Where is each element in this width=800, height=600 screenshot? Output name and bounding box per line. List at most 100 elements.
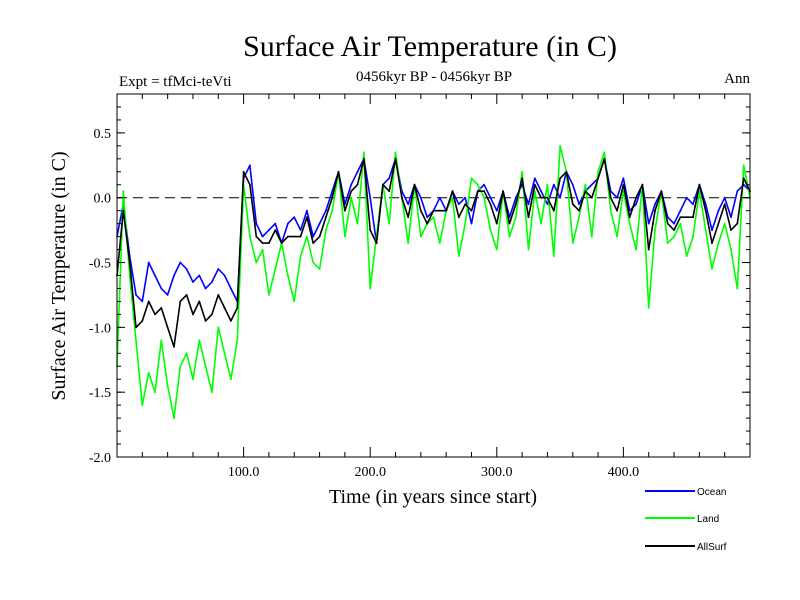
data-point-allsurf [312,242,315,245]
data-point-land [154,391,156,394]
data-point-allsurf [280,242,283,245]
data-point-land [147,371,150,374]
data-point-allsurf [559,177,561,180]
data-point-land [603,151,606,154]
data-point-ocean [198,274,201,277]
data-point-ocean [685,196,688,199]
data-point-land [578,216,580,219]
data-point-allsurf [692,216,694,219]
data-point-allsurf [331,196,334,199]
data-point-allsurf [375,242,378,245]
data-point-ocean [217,268,220,270]
data-point-allsurf [603,157,606,160]
data-point-allsurf [590,196,593,199]
data-point-land [419,235,422,238]
data-point-land [318,268,321,270]
data-point-ocean [616,196,618,199]
data-point-land [552,255,555,257]
data-point-land [635,248,637,251]
data-point-land [438,242,441,245]
data-point-land [274,268,277,270]
data-point-ocean [540,190,542,193]
y-tick-label: 0.0 [94,192,112,207]
data-point-allsurf [552,209,555,212]
season-label: Ann [724,71,750,87]
data-point-land [521,170,523,173]
data-point-allsurf [546,196,549,199]
data-point-ocean [489,196,492,199]
data-point-allsurf [356,183,359,186]
data-point-land [647,307,650,309]
data-point-allsurf [578,209,580,212]
data-point-allsurf [242,170,245,173]
y-tick-label: -1.0 [89,321,111,336]
data-point-ocean [622,177,625,180]
data-point-ocean [635,203,637,206]
data-point-allsurf [268,242,270,245]
data-point-ocean [160,287,163,290]
data-point-allsurf [483,190,485,193]
data-point-allsurf [597,177,599,180]
data-point-land [173,417,175,419]
data-point-ocean [223,274,226,277]
data-point-land [166,384,169,387]
data-point-land [217,326,220,329]
data-point-allsurf [166,326,169,329]
data-point-ocean [654,203,656,206]
data-point-ocean [299,229,302,232]
data-point-ocean [546,203,549,206]
data-point-land [495,248,498,251]
data-point-ocean [730,216,732,219]
data-point-ocean [369,196,372,199]
data-point-land [597,170,599,173]
data-point-allsurf [141,320,144,322]
data-point-land [325,229,327,232]
data-point-ocean [356,170,359,173]
data-point-land [255,261,258,264]
x-tick-label: 200.0 [354,465,386,480]
data-point-land [236,339,239,342]
plot-area [116,145,751,419]
data-point-allsurf [464,203,467,206]
data-point-ocean [419,196,422,199]
data-point-land [717,242,720,245]
data-point-ocean [495,209,498,212]
y-tick-label: -1.5 [89,386,111,401]
data-point-allsurf [318,235,321,238]
data-point-land [306,235,308,238]
legend-label-allsurf: AllSurf [697,542,727,553]
data-point-ocean [147,261,150,264]
data-point-allsurf [704,209,707,212]
data-point-allsurf [666,222,669,225]
data-point-allsurf [147,300,150,303]
data-point-land [666,242,669,245]
data-point-land [394,151,397,154]
data-point-allsurf [698,183,701,186]
data-point-allsurf [495,222,498,225]
data-point-ocean [736,190,739,193]
data-point-allsurf [736,222,739,225]
data-point-land [679,222,682,225]
data-point-ocean [590,183,593,186]
y-tick-label: 0.5 [94,127,112,142]
data-point-land [673,235,675,238]
data-point-allsurf [394,157,397,160]
data-point-ocean [679,209,682,212]
data-point-ocean [287,222,289,225]
data-point-allsurf [185,294,188,296]
plot-frame [116,93,751,458]
data-point-land [299,255,302,257]
data-point-land [470,177,473,180]
data-point-ocean [268,229,270,232]
data-point-allsurf [527,216,530,219]
data-point-land [230,378,232,381]
data-point-ocean [135,294,137,296]
data-point-land [204,365,207,368]
data-point-land [483,196,485,199]
data-point-allsurf [502,190,504,193]
data-point-ocean [204,287,207,290]
data-point-allsurf [154,313,156,316]
data-point-land [723,222,726,225]
data-point-allsurf [274,229,277,232]
data-point-ocean [426,216,429,219]
